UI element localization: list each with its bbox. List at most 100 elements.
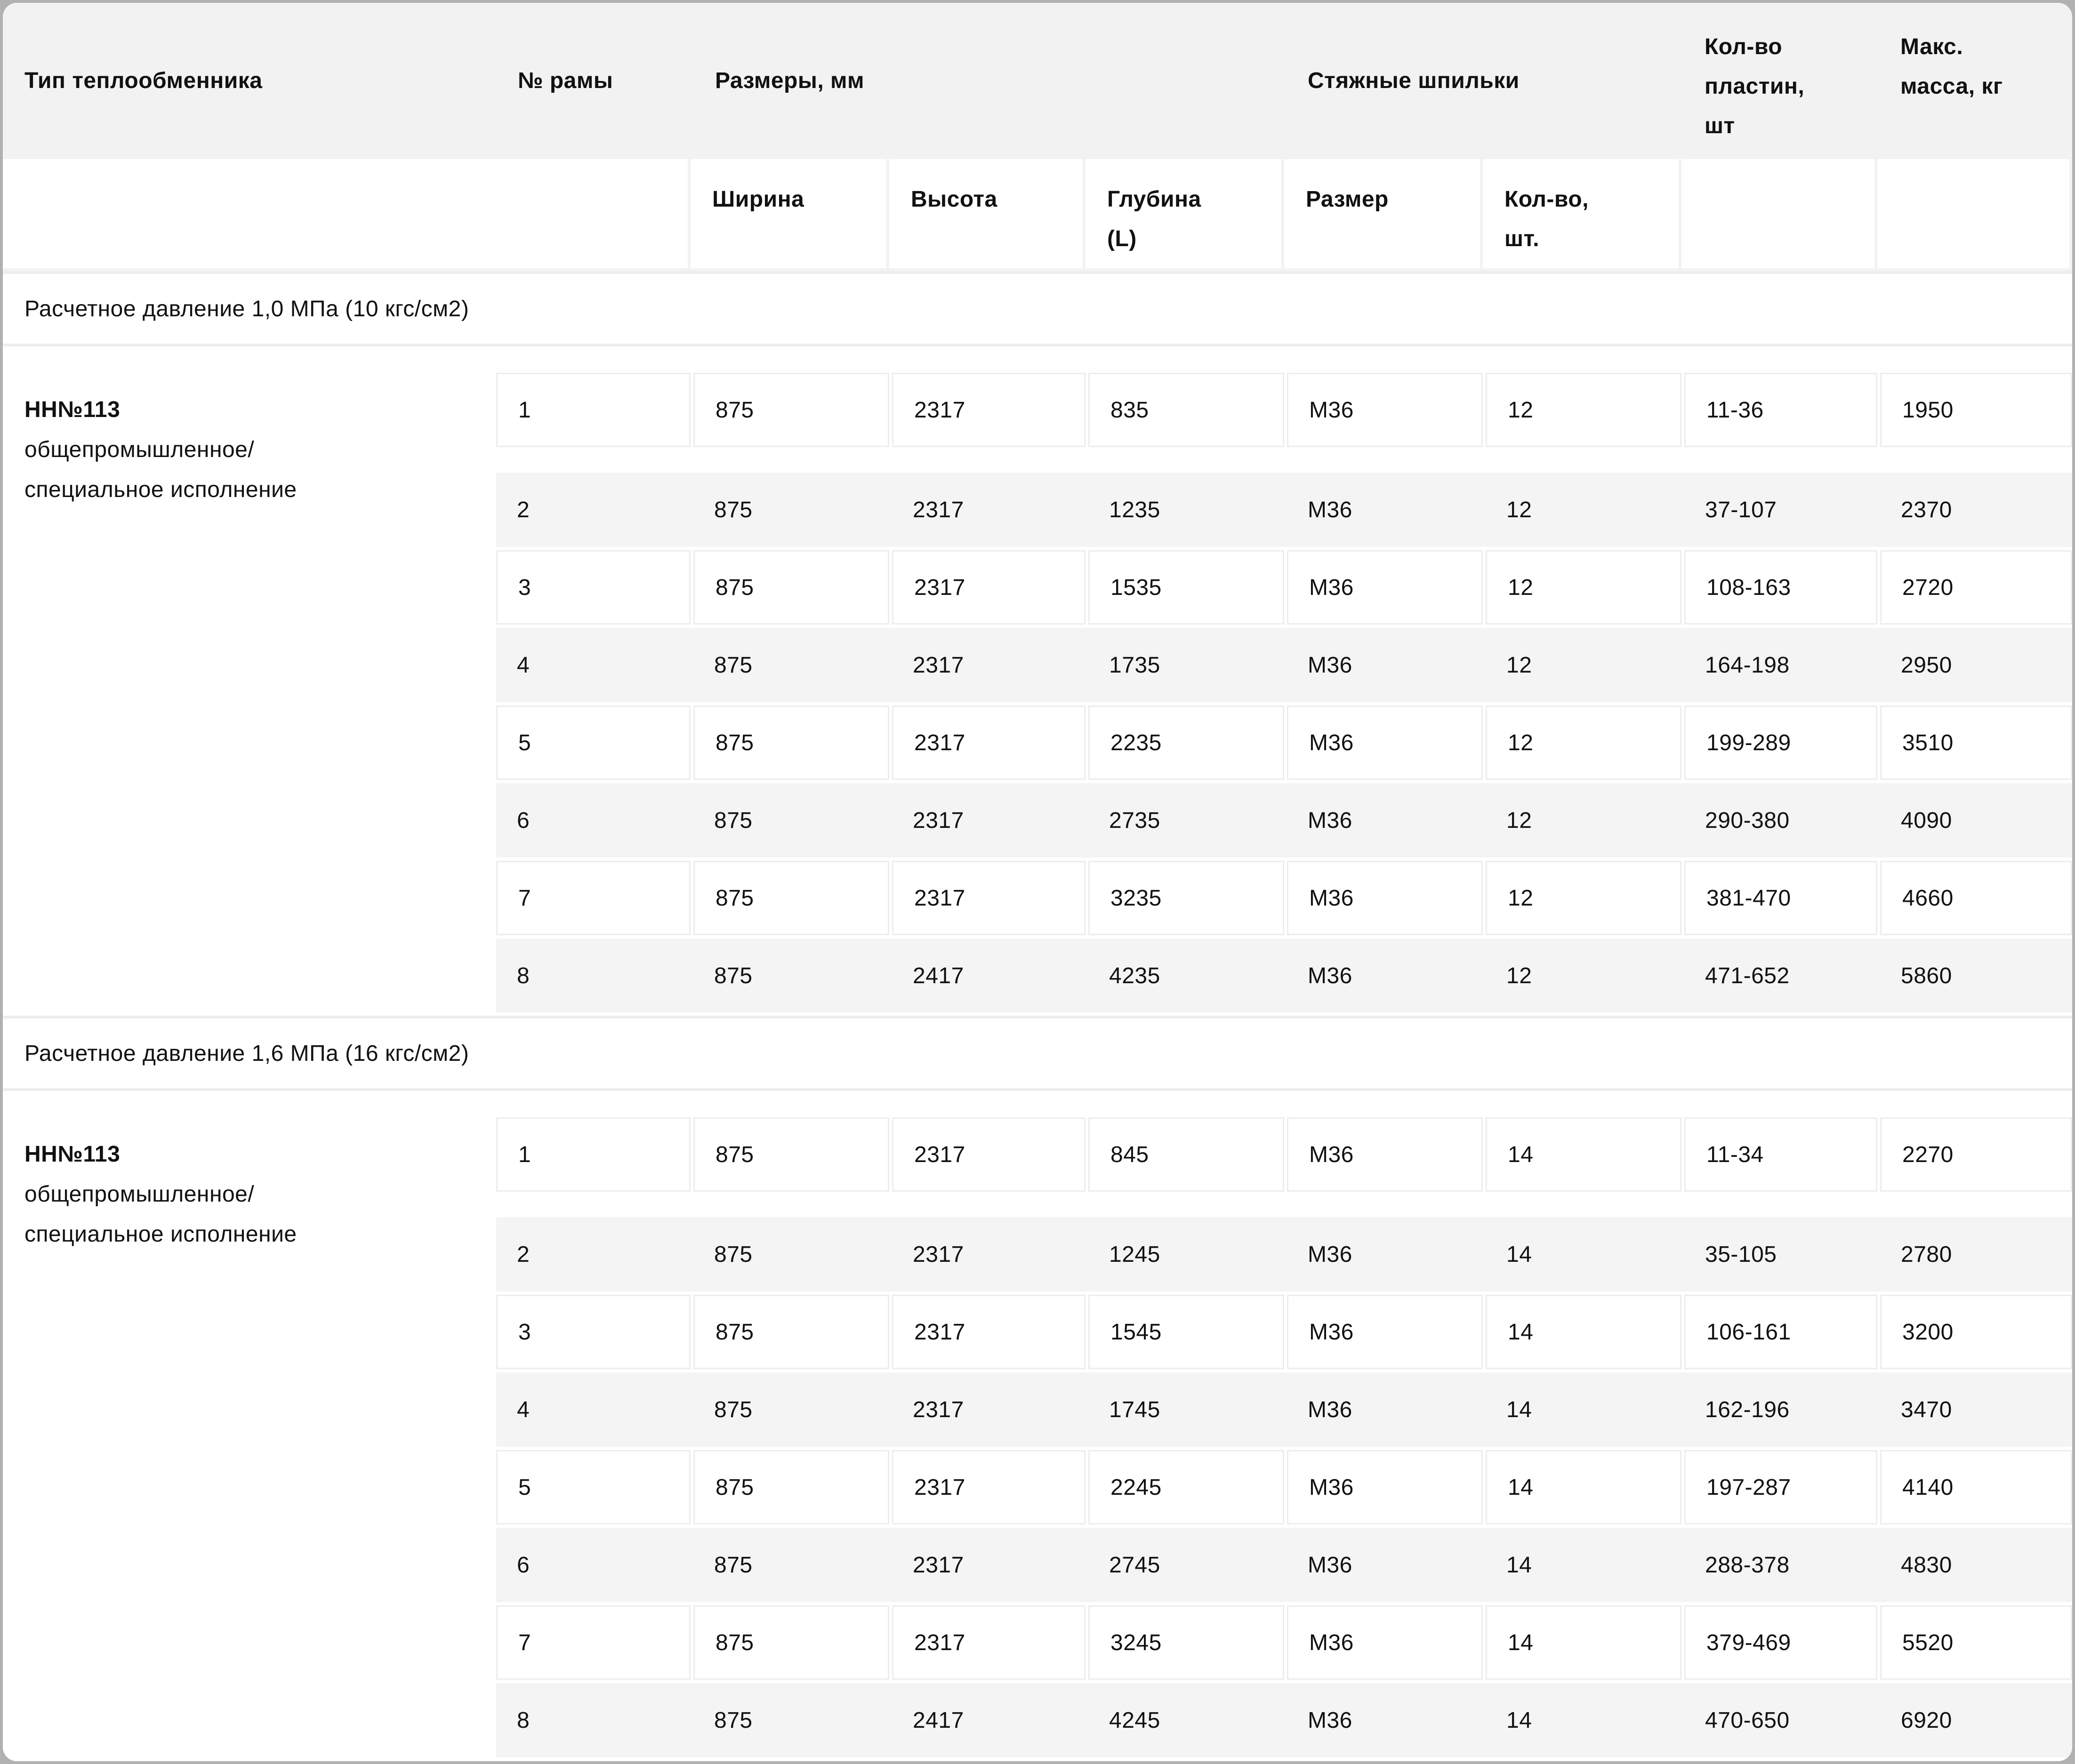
cell-stud-size: М36: [1308, 1242, 1352, 1267]
table-row: 6 875 2317 2735 М36 12 290-380 4090: [496, 783, 2072, 858]
cell-max-mass: 3470: [1901, 1397, 1952, 1422]
cell-depth-mm: 3235: [1088, 861, 1284, 935]
cell-width-mm: 875: [714, 1242, 753, 1267]
cell-plates-range: 106-161: [1684, 1295, 1877, 1369]
divider: [3, 1016, 2072, 1018]
cell-frame-number: 5: [496, 706, 691, 780]
subheader-depth: Глубина (L): [1086, 159, 1281, 268]
header-row-main: Тип теплообменника № рамы Размеры, мм Ст…: [3, 3, 2072, 159]
table-row: 7 875 2317 3245 М36 14 379-469 5520: [496, 1605, 2072, 1680]
cell-max-mass: 2950: [1901, 652, 1952, 678]
cell-height-mm: 2317: [892, 550, 1086, 625]
section-group-pressure-10: НН№113 общепромышленное/ специальное исп…: [3, 373, 2072, 1016]
cell-frame-number: 3: [496, 1295, 691, 1369]
subheader-width-label: Ширина: [712, 187, 804, 212]
table-row: 8 875 2417 4235 М36 12 471-652 5860: [496, 938, 2072, 1013]
column-header-max-mass: Макс. масса, кг: [1879, 3, 2071, 159]
cell-stud-size: М36: [1287, 550, 1483, 625]
subheader-height: Высота: [889, 159, 1083, 268]
table-header: Тип теплообменника № рамы Размеры, мм Ст…: [3, 3, 2072, 271]
cell-width-mm: 875: [693, 861, 889, 935]
subheader-stud-qty-label: Кол-во, шт.: [1504, 187, 1589, 251]
column-header-type-label: Тип теплообменника: [24, 68, 263, 93]
column-header-dimensions-label: Размеры, мм: [715, 68, 865, 93]
cell-plates-range: 162-196: [1705, 1397, 1790, 1422]
cell-max-mass: 4090: [1901, 808, 1952, 833]
cell-max-mass: 5860: [1901, 963, 1952, 988]
subheader-stud-size-label: Размер: [1306, 187, 1389, 212]
cell-width-mm: 875: [693, 1295, 889, 1369]
cell-height-mm: 2317: [913, 808, 964, 833]
cell-stud-qty: 14: [1506, 1397, 1532, 1422]
cell-depth-mm: 2735: [1109, 808, 1160, 833]
cell-stud-qty: 12: [1486, 706, 1681, 780]
column-header-plates-count: Кол-во пластин, шт: [1683, 3, 1879, 159]
cell-plates-range: 288-378: [1705, 1552, 1790, 1578]
cell-frame-number: 7: [496, 861, 691, 935]
cell-frame-number: 1: [496, 1117, 691, 1192]
column-header-plates-count-label: Кол-во пластин, шт: [1705, 34, 1805, 138]
cell-plates-range: 379-469: [1684, 1605, 1877, 1680]
cell-width-mm: 875: [693, 1117, 889, 1192]
cell-depth-mm: 4235: [1109, 963, 1160, 988]
cell-stud-size: М36: [1308, 497, 1352, 522]
rows-container: 1 875 2317 845 М36 14 11-34 2270 2 875 2…: [496, 1117, 2072, 1757]
column-header-tie-studs-label: Стяжные шпильки: [1308, 68, 1520, 93]
cell-width-mm: 875: [714, 1708, 753, 1733]
cell-depth-mm: 835: [1088, 373, 1284, 447]
cell-max-mass: 3510: [1880, 706, 2072, 780]
cell-frame-number: 2: [517, 1242, 530, 1267]
rows-container: 1 875 2317 835 М36 12 11-36 1950 2 875 2…: [496, 373, 2072, 1013]
cell-depth-mm: 3245: [1088, 1605, 1284, 1680]
cell-stud-qty: 12: [1486, 550, 1681, 625]
cell-stud-qty: 12: [1506, 808, 1532, 833]
cell-frame-number: 2: [517, 497, 530, 522]
table-row: 6 875 2317 2745 М36 14 288-378 4830: [496, 1528, 2072, 1602]
cell-plates-range: 290-380: [1705, 808, 1790, 833]
subheader-empty-mass: [1877, 159, 2069, 268]
cell-width-mm: 875: [714, 963, 753, 988]
cell-stud-size: М36: [1308, 1552, 1352, 1578]
cell-height-mm: 2317: [892, 706, 1086, 780]
cell-stud-qty: 14: [1486, 1295, 1681, 1369]
cell-max-mass: 2780: [1901, 1242, 1952, 1267]
table-row: 1 875 2317 845 М36 14 11-34 2270: [496, 1117, 2072, 1192]
cell-stud-size: М36: [1287, 1295, 1483, 1369]
spec-table-card: Тип теплообменника № рамы Размеры, мм Ст…: [3, 3, 2072, 1761]
cell-stud-qty: 12: [1506, 963, 1532, 988]
subheader-empty-plates: [1681, 159, 1874, 268]
cell-width-mm: 875: [693, 1450, 889, 1524]
cell-height-mm: 2317: [892, 1295, 1086, 1369]
divider: [3, 1088, 2072, 1091]
table-row: 3 875 2317 1535 М36 12 108-163 2720: [496, 550, 2072, 625]
cell-width-mm: 875: [714, 1397, 753, 1422]
cell-height-mm: 2317: [913, 1242, 964, 1267]
cell-height-mm: 2317: [913, 497, 964, 522]
cell-height-mm: 2417: [913, 1708, 964, 1733]
divider: [3, 271, 2072, 274]
subheader-depth-label: Глубина (L): [1107, 187, 1201, 251]
table-row: 5 875 2317 2245 М36 14 197-287 4140: [496, 1450, 2072, 1524]
exchanger-type-desc-line1: общепромышленное/: [24, 1182, 255, 1207]
cell-stud-size: М36: [1287, 373, 1483, 447]
cell-stud-size: М36: [1287, 706, 1483, 780]
section-title-pressure-16-label: Расчетное давление 1,6 МПа (16 кгс/см2): [24, 1041, 469, 1066]
table-row: 7 875 2317 3235 М36 12 381-470 4660: [496, 861, 2072, 935]
table-row: 3 875 2317 1545 М36 14 106-161 3200: [496, 1295, 2072, 1369]
subheader-spacer-cell: [3, 159, 688, 268]
cell-plates-range: 381-470: [1684, 861, 1877, 935]
cell-plates-range: 11-34: [1684, 1117, 1877, 1192]
cell-stud-qty: 14: [1506, 1708, 1532, 1733]
divider: [3, 344, 2072, 346]
column-header-max-mass-label: Макс. масса, кг: [1900, 34, 2003, 99]
cell-plates-range: 35-105: [1705, 1242, 1777, 1267]
cell-depth-mm: 2245: [1088, 1450, 1284, 1524]
cell-depth-mm: 1745: [1109, 1397, 1160, 1422]
column-header-frame-number: № рамы: [496, 3, 693, 159]
cell-max-mass: 4660: [1880, 861, 2072, 935]
cell-max-mass: 6920: [1901, 1708, 1952, 1733]
cell-frame-number: 5: [496, 1450, 691, 1524]
cell-height-mm: 2317: [913, 652, 964, 678]
cell-stud-size: М36: [1287, 1450, 1483, 1524]
cell-stud-qty: 14: [1486, 1117, 1681, 1192]
